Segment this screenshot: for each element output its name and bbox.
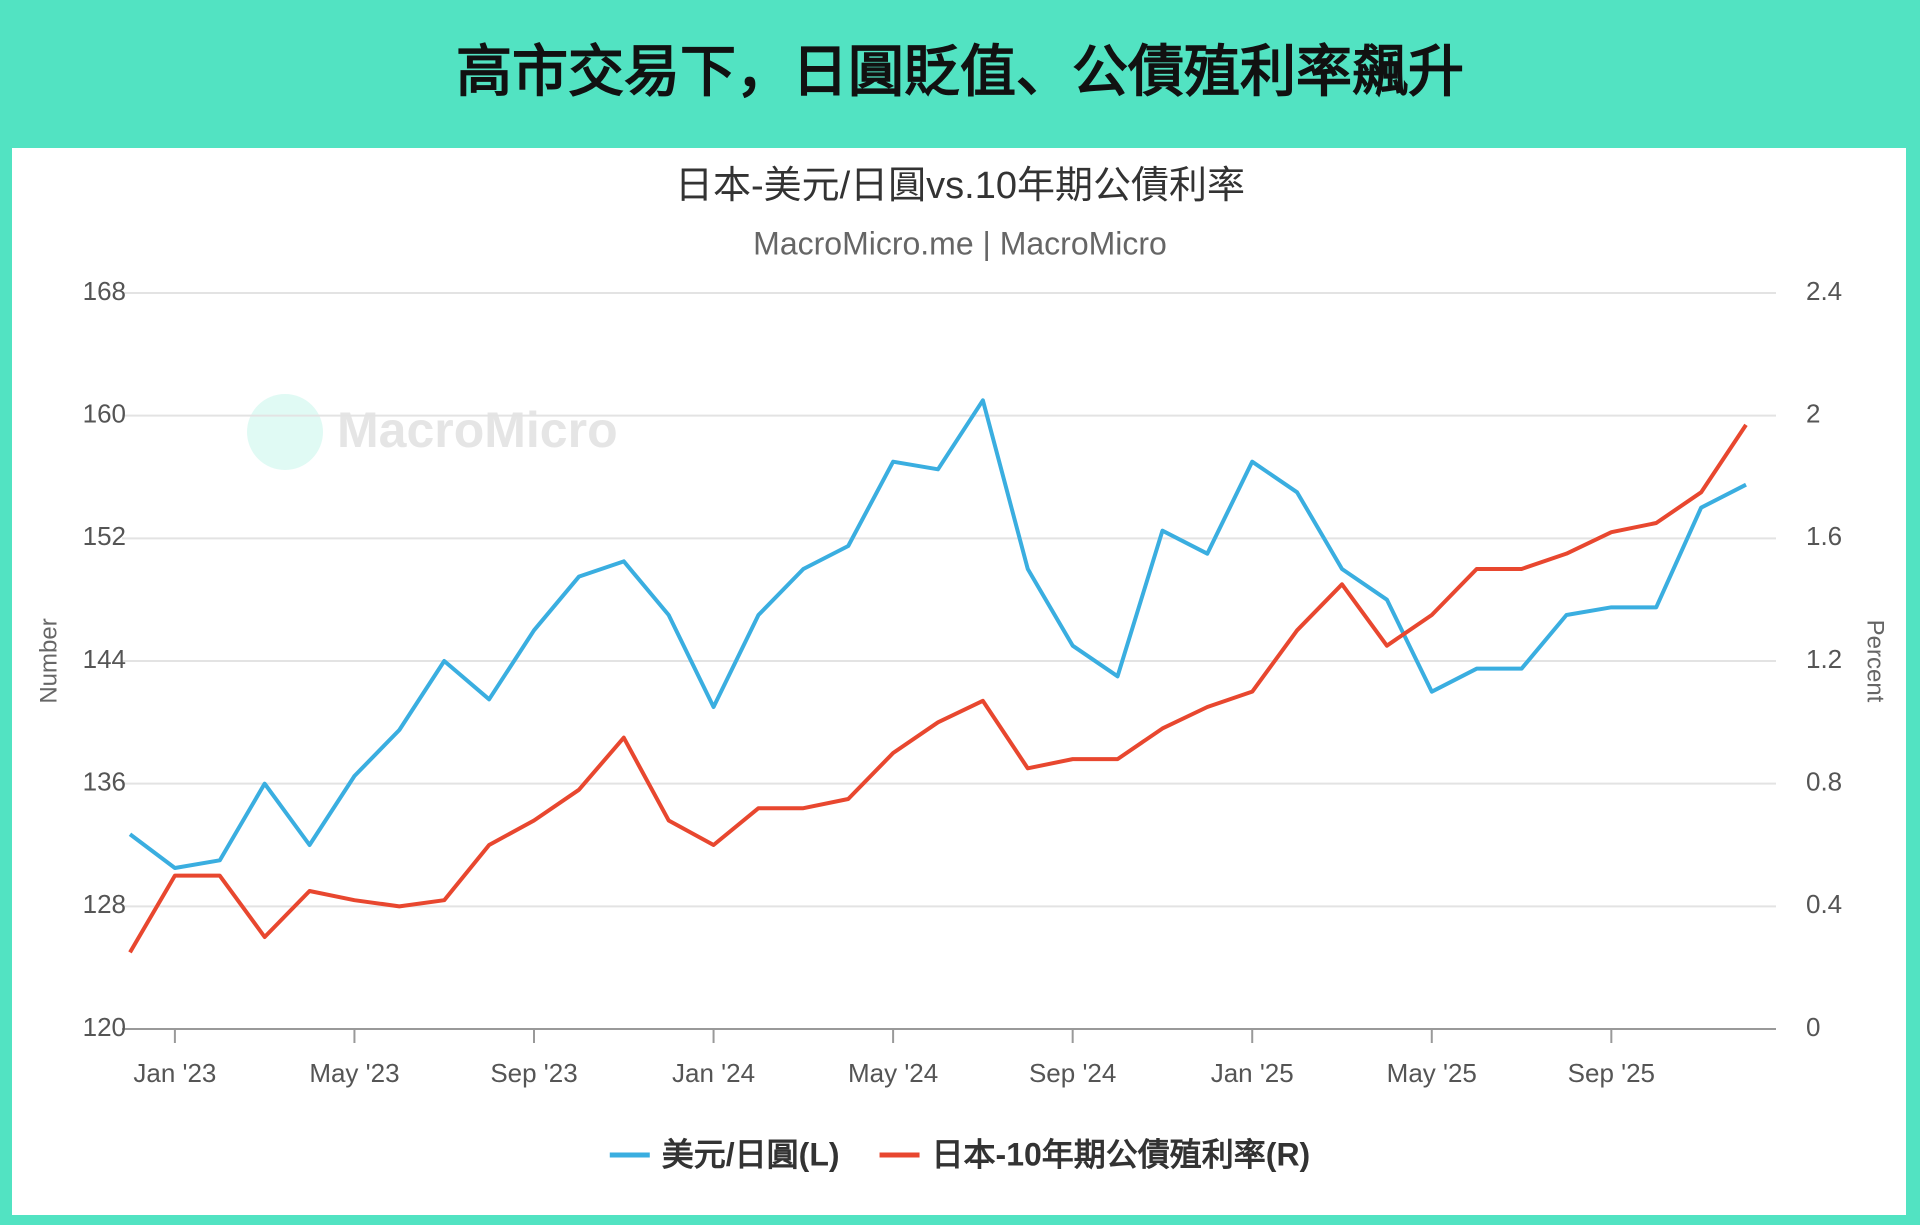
chart-subtitle: MacroMicro.me | MacroMicro — [753, 225, 1167, 261]
x-tick-label: May '23 — [309, 1058, 399, 1088]
y-tick-label: 128 — [83, 889, 126, 919]
watermark-logo — [247, 394, 323, 470]
y-tick-label: 152 — [83, 521, 126, 551]
y-tick-label: 144 — [83, 644, 126, 674]
y2-tick-label: 0 — [1806, 1012, 1820, 1042]
y2-tick-label: 2 — [1806, 399, 1820, 429]
y-tick-label: 160 — [83, 399, 126, 429]
y2-tick-label: 0.4 — [1806, 889, 1842, 919]
x-tick-label: Sep '24 — [1029, 1058, 1116, 1088]
data-line — [128, 423, 1748, 954]
legend-label: 美元/日圓(L) — [662, 1136, 840, 1172]
y2-tick-label: 2.4 — [1806, 276, 1842, 306]
y2-tick-label: 1.2 — [1806, 644, 1842, 674]
y2-axis-title: Percent — [1862, 620, 1889, 703]
x-tick-label: Sep '23 — [490, 1058, 577, 1088]
data-line — [128, 398, 1747, 870]
y2-tick-label: 1.6 — [1806, 521, 1842, 551]
x-tick-label: May '25 — [1387, 1058, 1477, 1088]
y-axis-title: Number — [35, 618, 62, 703]
y-tick-label: 168 — [83, 276, 126, 306]
x-tick-label: Jan '25 — [1211, 1058, 1294, 1088]
header-title: 高市交易下，日圓貶值、公債殖利率飆升 — [456, 40, 1464, 103]
chart-title: 日本-美元/日圓vs.10年期公債利率 — [675, 165, 1245, 207]
x-tick-label: May '24 — [848, 1058, 938, 1088]
y2-tick-label: 0.8 — [1806, 767, 1842, 797]
watermark: MacroMicro — [337, 402, 618, 458]
x-tick-label: Sep '25 — [1568, 1058, 1655, 1088]
y-tick-label: 120 — [83, 1012, 126, 1042]
y-tick-label: 136 — [83, 767, 126, 797]
x-tick-label: Jan '24 — [672, 1058, 755, 1088]
x-tick-label: Jan '23 — [133, 1058, 216, 1088]
legend-label: 日本-10年期公債殖利率(R) — [932, 1136, 1311, 1172]
panel — [12, 148, 1906, 1215]
